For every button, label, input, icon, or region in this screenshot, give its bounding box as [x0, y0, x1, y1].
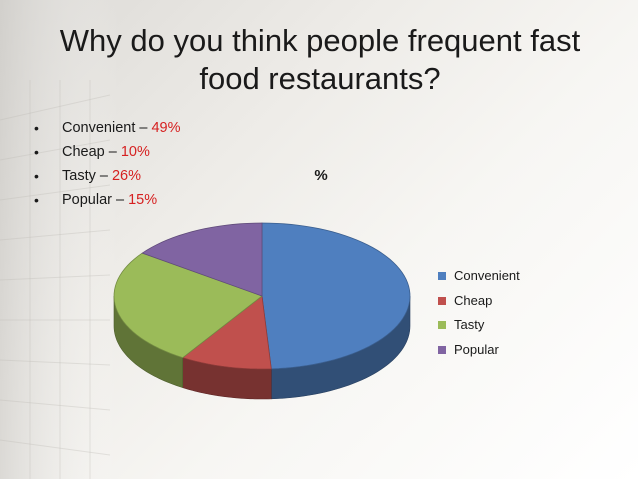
legend-label: Convenient — [454, 268, 520, 284]
bullet-value: 49% — [151, 120, 181, 136]
pie-depth-group — [113, 295, 411, 400]
bullet-dot-icon: • — [34, 144, 39, 160]
bullet-item: • Popular – 15% — [34, 188, 181, 212]
pie-slice-convenient — [261, 222, 411, 370]
bullet-item: • Convenient – 49% — [34, 116, 181, 140]
chart-legend: Convenient Cheap Tasty Popular — [438, 264, 520, 362]
legend-item: Convenient — [438, 264, 520, 289]
legend-label: Tasty — [454, 317, 485, 333]
bullet-item: • Cheap – 10% — [34, 140, 181, 164]
pie-slice-popular — [141, 222, 263, 297]
legend-item: Tasty — [438, 313, 520, 338]
pie-slice-cheap — [181, 295, 272, 370]
bullet-dot-icon: • — [34, 168, 39, 184]
legend-label: Popular — [454, 341, 499, 357]
bullet-dot-icon: • — [34, 192, 39, 208]
slide-title: Why do you think people frequent fast fo… — [59, 23, 581, 96]
bullet-label: Popular – — [62, 192, 129, 208]
bullet-item: • Tasty – 26% — [34, 164, 181, 188]
legend-item: Cheap — [438, 289, 520, 314]
pie-top-group — [113, 222, 411, 370]
bullet-label: Convenient – — [62, 120, 152, 136]
legend-swatch — [438, 296, 446, 305]
bullet-value: 10% — [120, 144, 150, 160]
legend-swatch — [438, 272, 446, 281]
bullet-list: • Convenient – 49% • Cheap – 10% • Tasty – … — [34, 116, 181, 212]
bullet-dot-icon: • — [34, 120, 39, 136]
bullet-label: Tasty – — [62, 168, 112, 184]
legend-item: Popular — [438, 338, 520, 363]
legend-label: Cheap — [454, 292, 493, 308]
legend-swatch — [438, 345, 446, 354]
chart-title: % — [314, 167, 327, 184]
bullet-label: Cheap – — [62, 144, 121, 160]
pie-slice-tasty — [113, 252, 263, 359]
bullet-value: 15% — [128, 192, 158, 208]
legend-swatch — [438, 321, 446, 330]
bullet-value: 26% — [111, 168, 141, 184]
